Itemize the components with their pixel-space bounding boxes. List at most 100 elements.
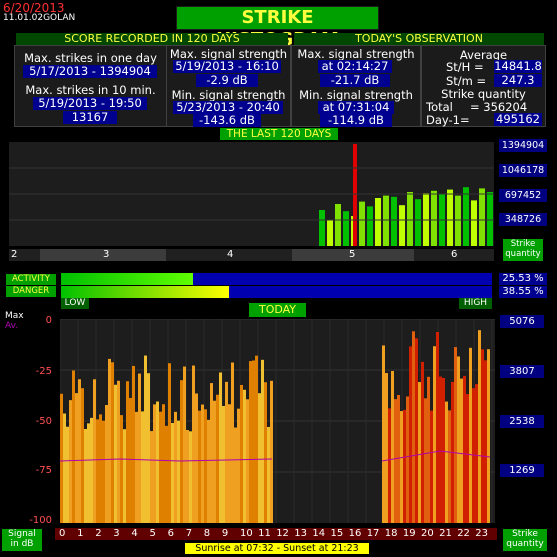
today-bar (78, 379, 81, 523)
today-bar (147, 373, 150, 523)
today-bar (415, 338, 418, 523)
av-legend: Av. (5, 321, 19, 331)
last120-bars (9, 144, 494, 246)
hour-label: 6 (167, 528, 174, 539)
today-bar (406, 396, 409, 523)
hour-label: 22 (457, 528, 470, 539)
ytick-25: -25 (35, 366, 52, 377)
last120-bar (343, 211, 349, 246)
today-average-panel: Average St/H = 14841.8 St/m = 247.3 Stri… (421, 45, 546, 127)
today-bar (120, 415, 123, 523)
today-bar (478, 330, 481, 523)
version-label: 11.01.02GOLAN (3, 13, 76, 23)
today-bar (237, 408, 240, 523)
last120-ylabel-3: 697452 (499, 189, 547, 202)
activity-fill (61, 273, 194, 285)
today-bar (463, 375, 466, 523)
today-bar (409, 346, 412, 523)
today-bar (439, 376, 442, 523)
month-label-4: 4 (227, 249, 234, 260)
today-bar (234, 427, 237, 523)
today-bar (108, 358, 111, 523)
month-label-5: 5 (349, 249, 356, 260)
average-label: Average (459, 48, 508, 62)
today-bar (424, 398, 427, 523)
today-bars (59, 318, 495, 523)
stm-label: St/m = (446, 74, 487, 88)
today-bar (132, 365, 135, 523)
hour-label: 8 (203, 528, 211, 539)
today-bar (69, 400, 72, 523)
hour-label: 12 (276, 528, 289, 539)
today-bar (60, 393, 63, 523)
danger-meter (61, 286, 492, 298)
today-bar (454, 347, 457, 523)
today-bar (264, 382, 267, 523)
today-bar (460, 378, 463, 523)
score-strikes-panel: Max. strikes in one day 5/17/2013 - 1394… (14, 45, 167, 127)
hour-label: 7 (185, 528, 193, 539)
today-bar (472, 388, 475, 523)
today-bar (222, 405, 225, 523)
today-bar (213, 400, 216, 523)
today-bar (228, 404, 231, 523)
last120-bar (455, 195, 461, 246)
today-bar (123, 429, 126, 523)
sun-times: Sunrise at 07:32 - Sunset at 21:23 (185, 543, 369, 554)
today-bar (421, 361, 424, 523)
last120-ylabel-2: 1046178 (499, 164, 547, 177)
today-bar (165, 425, 168, 523)
today-bar (246, 399, 249, 523)
today-max-signal-value: -21.7 dB (320, 74, 390, 87)
last120-bar (407, 192, 413, 246)
hour-label: 14 (312, 528, 326, 539)
today-bar (90, 417, 93, 523)
last120-bar (431, 190, 437, 246)
today-ylabel-3: 2538 (500, 415, 544, 428)
activity-meter (61, 273, 492, 285)
today-bar (243, 389, 246, 523)
today-bar (105, 404, 108, 523)
date-label: 6/20/2013 (3, 1, 65, 15)
ytick-0: 0 (45, 315, 52, 326)
today-bar (75, 393, 78, 523)
last120-bar (415, 199, 421, 246)
average-line (381, 450, 491, 462)
low-label: LOW (61, 298, 89, 309)
today-bar (102, 420, 105, 523)
today-bar (171, 422, 174, 523)
today-chart (59, 318, 495, 523)
today-bar (436, 331, 439, 523)
today-bar (394, 399, 397, 523)
activity-label: ACTIVITY (6, 274, 56, 285)
max-signal-label: Max. signal strength (169, 47, 288, 61)
today-bar (219, 372, 222, 523)
today-bar (117, 380, 120, 523)
sth-value: 14841.8 (494, 59, 542, 73)
today-bar (445, 401, 448, 523)
today-bar (397, 394, 400, 523)
max-day-label: Max. strikes in one day (24, 51, 157, 65)
danger-fill (61, 286, 230, 298)
today-bar (261, 359, 264, 523)
today-chart-heading: TODAY (249, 303, 306, 317)
min-signal-date: 5/23/2013 - 20:40 (173, 101, 283, 114)
today-bar (168, 363, 171, 523)
today-bar (201, 404, 204, 523)
today-bar (159, 411, 162, 523)
last120-bar (399, 205, 405, 246)
today-bar (270, 380, 273, 523)
min-signal-label: Min. signal strength (171, 88, 286, 102)
last120-bar (375, 198, 381, 246)
last120-bar (447, 189, 453, 246)
today-bar (150, 431, 153, 523)
today-bar (484, 360, 487, 523)
today-bar (198, 410, 201, 523)
ytick-50: -50 (35, 416, 52, 427)
hour-label: 9 (221, 528, 229, 539)
today-bar (403, 409, 406, 523)
today-bar (207, 419, 210, 523)
hour-label: 1 (77, 528, 84, 539)
today-bar (111, 362, 114, 523)
last120-bar (487, 192, 493, 246)
